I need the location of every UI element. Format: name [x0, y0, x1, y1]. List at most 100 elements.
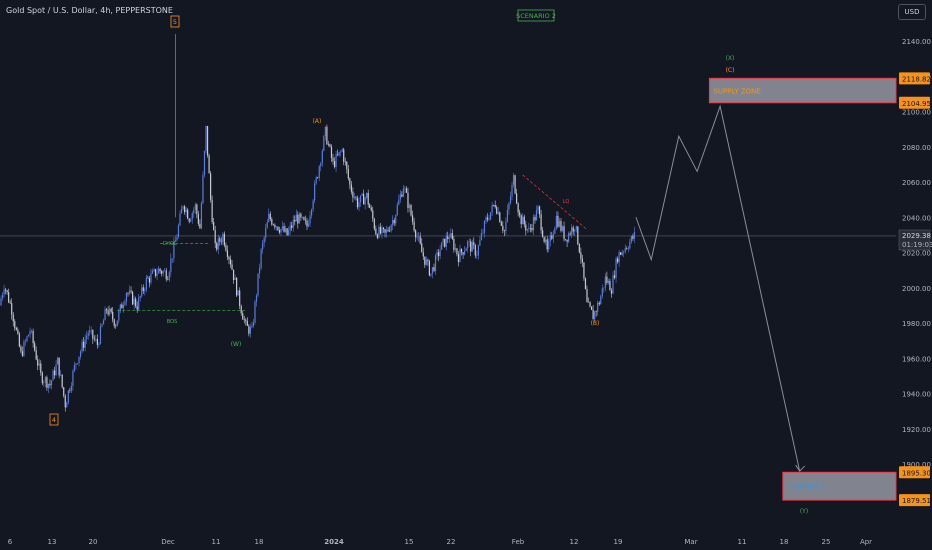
candle-body — [239, 290, 241, 306]
candle-body — [200, 203, 203, 229]
candle-body — [142, 287, 144, 291]
candle-body — [493, 204, 495, 206]
candle-body — [459, 248, 461, 263]
candle-body — [125, 293, 128, 302]
candle-body — [262, 242, 264, 250]
candle-body — [500, 222, 502, 226]
y-tick-label: 1920.00 — [902, 426, 931, 434]
candle-body — [356, 198, 359, 208]
candle-body — [364, 197, 366, 205]
candle-body — [338, 151, 340, 156]
candle-body — [72, 370, 74, 386]
candle-body — [526, 229, 528, 231]
candle-body — [390, 224, 392, 231]
candle-body — [476, 255, 478, 257]
candle-body — [102, 320, 105, 325]
wave-annotation: BOS — [167, 319, 177, 325]
candle-body — [271, 219, 273, 225]
candle-body — [154, 269, 157, 276]
candle-body — [627, 248, 629, 250]
candle-body — [205, 125, 207, 151]
candle-body — [626, 248, 628, 249]
supply-zone-label: SUPPLY ZONE — [713, 88, 760, 96]
candle-body — [248, 325, 250, 334]
candle-body — [176, 237, 178, 241]
candle-body — [309, 215, 311, 224]
candle-body — [606, 276, 608, 283]
candle-body — [372, 210, 374, 220]
candle-body — [519, 212, 521, 216]
candle-body — [427, 259, 429, 261]
candle-body — [546, 239, 548, 250]
candle-body — [32, 330, 34, 344]
y-tick-label: 1900.00 — [902, 461, 931, 469]
candle-body — [379, 226, 382, 234]
candle-body — [382, 227, 385, 230]
x-tick-label: 19 — [614, 538, 623, 546]
candle-body — [609, 280, 611, 291]
candle-body — [9, 302, 11, 304]
candle-body — [17, 329, 19, 334]
candle-body — [156, 273, 158, 276]
candle-body — [369, 204, 371, 209]
candle-body — [136, 306, 138, 310]
candle-body — [630, 236, 632, 242]
candle-body — [252, 322, 255, 327]
candle-body — [109, 308, 111, 315]
candle-body — [551, 235, 553, 239]
candles-group — [0, 124, 636, 412]
candle-body — [531, 228, 533, 231]
y-tick-label: 2020.00 — [902, 250, 931, 258]
candle-body — [344, 161, 346, 163]
candle-body — [330, 146, 333, 158]
candle-body — [326, 126, 328, 145]
candle-body — [408, 205, 411, 209]
candle-body — [548, 241, 550, 250]
candle-body — [395, 215, 397, 224]
candle-body — [219, 238, 221, 242]
x-tick-label: Apr — [860, 538, 872, 546]
candle-body — [373, 219, 375, 229]
candle-body — [465, 248, 467, 251]
candle-body — [202, 175, 204, 204]
candle-body — [49, 383, 51, 386]
candle-body — [470, 241, 472, 252]
x-tick-label: Mar — [684, 538, 697, 546]
candle-body — [249, 327, 251, 334]
candle-body — [35, 350, 37, 360]
candle-body — [610, 290, 613, 294]
candle-body — [467, 241, 469, 249]
candle-body — [286, 228, 288, 236]
candle-body — [70, 385, 72, 391]
candle-body — [50, 380, 53, 386]
candle-body — [234, 277, 236, 280]
candle-body — [479, 239, 481, 246]
wave-annotation: (Y) — [800, 508, 808, 515]
candle-body — [292, 220, 294, 228]
candle-body — [242, 313, 244, 320]
candle-body — [517, 203, 519, 213]
x-tick-label: 13 — [48, 538, 57, 546]
candle-body — [141, 287, 143, 297]
candle-body — [118, 310, 120, 321]
candle-body — [297, 214, 299, 224]
candle-body — [410, 205, 412, 216]
candle-body — [569, 233, 571, 235]
candle-body — [147, 277, 149, 279]
candle-body — [574, 229, 576, 232]
candle-body — [444, 238, 446, 247]
candle-body — [179, 213, 181, 226]
candle-body — [164, 270, 166, 272]
candle-body — [451, 233, 453, 239]
candle-body — [430, 273, 432, 276]
currency-button[interactable]: USD — [898, 4, 926, 20]
candle-body — [327, 144, 330, 145]
candle-body — [283, 226, 285, 232]
candle-body — [575, 226, 577, 230]
candle-body — [329, 144, 331, 147]
candle-body — [425, 259, 427, 265]
candle-body — [601, 288, 603, 297]
candle-body — [269, 213, 271, 220]
